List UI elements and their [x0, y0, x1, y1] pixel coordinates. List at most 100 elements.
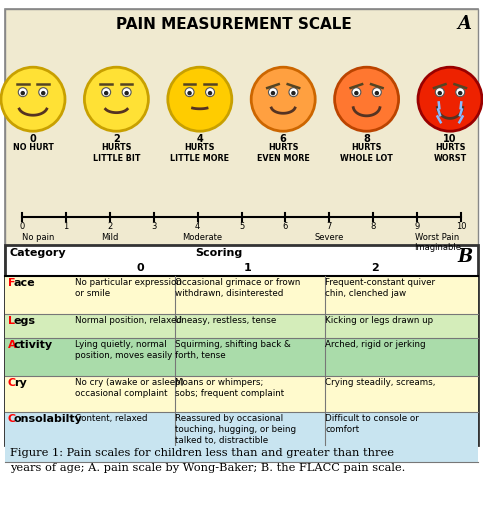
Circle shape [187, 91, 192, 95]
FancyBboxPatch shape [5, 9, 478, 445]
Text: 1: 1 [244, 263, 252, 273]
Text: 10: 10 [456, 222, 466, 231]
Text: Category: Category [10, 248, 67, 258]
Text: F: F [8, 278, 15, 288]
Text: A: A [457, 15, 471, 33]
Circle shape [104, 91, 108, 95]
Text: HURTS
LITTLE MORE: HURTS LITTLE MORE [170, 143, 229, 163]
Text: Uneasy, restless, tense: Uneasy, restless, tense [175, 316, 276, 325]
Text: Frequent-constant quiver
chin, clenched jaw: Frequent-constant quiver chin, clenched … [325, 278, 435, 298]
Text: Kicking or legs drawn up: Kicking or legs drawn up [325, 316, 433, 325]
Text: 8: 8 [363, 134, 370, 144]
Text: Moderate: Moderate [183, 233, 223, 242]
Circle shape [85, 67, 148, 131]
Text: 4: 4 [197, 134, 203, 144]
Text: Squirming, shifting back &
forth, tense: Squirming, shifting back & forth, tense [175, 340, 291, 360]
FancyBboxPatch shape [5, 338, 478, 376]
FancyBboxPatch shape [5, 245, 478, 445]
Circle shape [291, 91, 296, 95]
Text: Lying quietly, normal
position, moves easily: Lying quietly, normal position, moves ea… [75, 340, 172, 360]
Text: PAIN MEASUREMENT SCALE: PAIN MEASUREMENT SCALE [115, 17, 351, 32]
Circle shape [18, 88, 27, 97]
Text: HURTS
WHOLE LOT: HURTS WHOLE LOT [340, 143, 393, 163]
Text: HURTS
WORST: HURTS WORST [433, 143, 467, 163]
Text: Normal position, relaxed: Normal position, relaxed [75, 316, 182, 325]
FancyBboxPatch shape [5, 9, 478, 247]
Circle shape [270, 91, 275, 95]
Text: Mild: Mild [101, 233, 118, 242]
Circle shape [125, 91, 129, 95]
Circle shape [354, 91, 358, 95]
Circle shape [208, 91, 213, 95]
Text: No pain: No pain [22, 233, 55, 242]
Text: Moans or whimpers;
sobs; frequent complaint: Moans or whimpers; sobs; frequent compla… [175, 378, 284, 398]
Text: 2: 2 [107, 222, 113, 231]
Circle shape [41, 91, 45, 95]
Circle shape [335, 67, 398, 131]
FancyBboxPatch shape [5, 314, 478, 338]
Text: 2: 2 [113, 134, 120, 144]
Circle shape [122, 88, 131, 97]
Circle shape [372, 88, 381, 97]
Circle shape [1, 67, 65, 131]
Circle shape [435, 88, 444, 97]
Text: 10: 10 [443, 134, 457, 144]
Text: ace: ace [14, 278, 36, 288]
Text: ctivity: ctivity [14, 340, 53, 350]
Circle shape [251, 67, 315, 131]
Text: Difficult to console or
comfort: Difficult to console or comfort [325, 414, 419, 434]
Text: Figure 1: Pain scales for children less than and greater than three
years of age: Figure 1: Pain scales for children less … [10, 448, 405, 473]
FancyBboxPatch shape [5, 412, 478, 462]
FancyBboxPatch shape [5, 376, 478, 412]
Circle shape [456, 88, 465, 97]
Text: 7: 7 [327, 222, 332, 231]
Circle shape [269, 88, 277, 97]
Text: C: C [8, 378, 16, 388]
Text: B: B [458, 248, 473, 266]
Text: Arched, rigid or jerking: Arched, rigid or jerking [325, 340, 426, 349]
Text: No cry (awake or asleep)
occasional complaint: No cry (awake or asleep) occasional comp… [75, 378, 184, 398]
Text: NO HURT: NO HURT [13, 143, 54, 152]
Text: 0: 0 [136, 263, 144, 273]
Text: Severe: Severe [314, 233, 344, 242]
Text: 3: 3 [151, 222, 156, 231]
Circle shape [39, 88, 48, 97]
Text: Content, relaxed: Content, relaxed [75, 414, 147, 423]
Text: C: C [8, 414, 16, 424]
Text: 0: 0 [19, 222, 25, 231]
FancyBboxPatch shape [5, 276, 478, 314]
Circle shape [375, 91, 379, 95]
Text: L: L [8, 316, 15, 326]
Text: 5: 5 [239, 222, 244, 231]
Circle shape [458, 91, 463, 95]
Circle shape [352, 88, 361, 97]
Text: ry: ry [14, 378, 27, 388]
Text: Occasional grimace or frown
withdrawn, disinterested: Occasional grimace or frown withdrawn, d… [175, 278, 300, 298]
Circle shape [206, 88, 214, 97]
Text: Scoring: Scoring [195, 248, 242, 258]
Text: Crying steadily, screams,: Crying steadily, screams, [325, 378, 435, 387]
Circle shape [289, 88, 298, 97]
Text: No particular expression
or smile: No particular expression or smile [75, 278, 182, 298]
Circle shape [438, 91, 442, 95]
Text: 6: 6 [280, 134, 286, 144]
Circle shape [418, 67, 482, 131]
Text: HURTS
EVEN MORE: HURTS EVEN MORE [257, 143, 310, 163]
Text: onsolabilty: onsolabilty [14, 414, 83, 424]
Circle shape [20, 91, 25, 95]
Text: HURTS
LITTLE BIT: HURTS LITTLE BIT [93, 143, 140, 163]
Circle shape [185, 88, 194, 97]
Text: 8: 8 [370, 222, 376, 231]
Text: Reassured by occasional
touching, hugging, or being
talked to, distractible: Reassured by occasional touching, huggin… [175, 414, 296, 444]
Text: 2: 2 [371, 263, 379, 273]
Text: 6: 6 [283, 222, 288, 231]
Text: Worst Pain
Imaginable: Worst Pain Imaginable [414, 233, 461, 252]
Circle shape [102, 88, 111, 97]
Text: A: A [8, 340, 16, 350]
Text: 0: 0 [29, 134, 36, 144]
Text: egs: egs [14, 316, 36, 326]
Circle shape [168, 67, 232, 131]
Text: 1: 1 [63, 222, 69, 231]
Text: 4: 4 [195, 222, 200, 231]
Text: 9: 9 [414, 222, 420, 231]
